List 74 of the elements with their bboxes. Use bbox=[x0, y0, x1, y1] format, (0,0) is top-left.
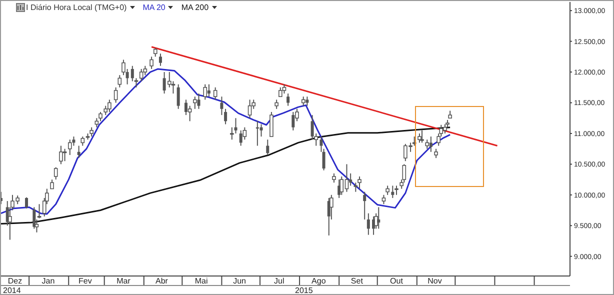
x-tick-label: Ago bbox=[312, 276, 326, 286]
line-series bbox=[1, 68, 451, 215]
candlestick bbox=[90, 126, 94, 138]
candlestick bbox=[114, 86, 118, 104]
candlestick bbox=[443, 124, 447, 134]
candlestick bbox=[420, 130, 424, 144]
legend-label: I Diário Hora Local (TMG+0) bbox=[26, 3, 127, 12]
candlestick bbox=[130, 65, 134, 82]
candlestick bbox=[274, 99, 278, 110]
candlestick bbox=[260, 124, 263, 138]
candlestick bbox=[429, 136, 432, 152]
candlestick bbox=[207, 84, 210, 98]
candlestick bbox=[301, 96, 306, 106]
candlestick bbox=[224, 108, 228, 125]
candlestick bbox=[203, 84, 208, 100]
x-tick-label: Out bbox=[390, 276, 404, 286]
text: 2015 bbox=[295, 286, 313, 295]
text: 2014 bbox=[3, 286, 21, 295]
candlestick bbox=[266, 139, 270, 156]
candlestick bbox=[418, 132, 422, 144]
x-tick-label: Mai bbox=[194, 276, 208, 286]
candlestick bbox=[108, 99, 112, 112]
candlestick bbox=[59, 145, 63, 165]
candlestick bbox=[425, 139, 430, 150]
candlestick bbox=[292, 111, 295, 131]
text: MA 20 bbox=[142, 3, 166, 12]
candlestick bbox=[366, 212, 370, 236]
candlestick bbox=[332, 172, 336, 184]
candlestick bbox=[54, 166, 58, 180]
candlestick bbox=[80, 136, 85, 146]
x-tick-label: Nov bbox=[428, 276, 442, 286]
x-tick-label: Abr bbox=[156, 276, 168, 286]
candlestick bbox=[220, 96, 224, 116]
candlestick bbox=[270, 111, 274, 138]
x-tick-label: Set bbox=[350, 276, 364, 286]
candlestick bbox=[176, 84, 180, 110]
candlestick bbox=[68, 139, 72, 156]
candlestick bbox=[322, 148, 326, 171]
candlestick bbox=[363, 191, 366, 220]
candlestick bbox=[394, 185, 398, 196]
x-tick-label: Dez bbox=[8, 276, 22, 286]
candlestick bbox=[62, 148, 67, 162]
candlestick bbox=[306, 96, 309, 106]
candlestick bbox=[434, 148, 438, 159]
candlestick bbox=[50, 179, 54, 190]
text: MA 200 bbox=[181, 3, 209, 12]
candlestick bbox=[391, 185, 394, 198]
candlestick bbox=[282, 84, 286, 94]
candlestick bbox=[386, 185, 390, 196]
candlestick bbox=[118, 74, 122, 88]
candlestick bbox=[193, 96, 197, 110]
candlestick bbox=[25, 196, 28, 209]
candlestick bbox=[32, 206, 36, 230]
candlestick bbox=[139, 68, 144, 82]
candlestick bbox=[382, 194, 386, 205]
x-tick-label: Jan bbox=[42, 276, 55, 286]
candlestick bbox=[197, 93, 200, 110]
candlestick bbox=[349, 172, 352, 186]
candlestick bbox=[158, 53, 162, 66]
x-tick-label: Fev bbox=[78, 276, 92, 286]
candlestick bbox=[248, 99, 252, 119]
x-tick-label: Jun bbox=[233, 276, 246, 286]
candlestick bbox=[150, 56, 154, 70]
candlestick bbox=[358, 176, 362, 190]
x-tick-label: Jul bbox=[274, 276, 284, 286]
candlestick bbox=[377, 206, 380, 230]
candlestick bbox=[278, 86, 282, 98]
candlestick bbox=[286, 93, 290, 106]
candlestick bbox=[184, 99, 188, 116]
candlestick bbox=[239, 130, 242, 146]
x-tick-label: Mar bbox=[116, 276, 131, 286]
candlestick bbox=[213, 86, 218, 100]
candlestick bbox=[77, 145, 80, 159]
candlestick bbox=[37, 204, 42, 219]
